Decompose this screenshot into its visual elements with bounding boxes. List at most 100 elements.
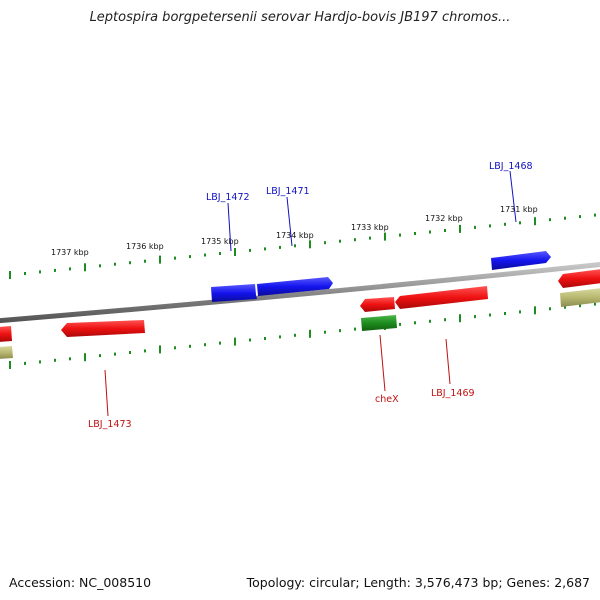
gene-right-edge-red[interactable] <box>558 269 600 288</box>
ruler-label: 1733 kbp <box>351 223 389 232</box>
minor-tick <box>504 312 506 315</box>
gene-lbj-1473[interactable] <box>61 320 145 337</box>
minor-tick <box>189 344 191 348</box>
callout-line <box>227 202 232 252</box>
minor-tick <box>594 302 596 306</box>
map-title: Leptospira borgpetersenii serovar Hardjo… <box>89 10 511 25</box>
minor-tick <box>54 268 56 272</box>
gene-label[interactable]: LBJ_1468 <box>489 161 533 172</box>
minor-tick <box>99 354 101 358</box>
minor-tick <box>69 357 71 361</box>
minor-tick <box>189 255 191 259</box>
minor-tick <box>519 221 521 225</box>
gene-lbj-1469[interactable] <box>395 286 488 309</box>
minor-tick <box>564 305 566 309</box>
minor-tick <box>414 232 416 235</box>
gene-label[interactable]: LBJ_1472 <box>206 192 250 203</box>
minor-tick <box>504 222 506 226</box>
major-tick <box>534 306 536 315</box>
minor-tick <box>474 315 476 319</box>
minor-tick <box>444 318 446 322</box>
minor-tick <box>114 262 116 266</box>
ruler-label: 1732 kbp <box>425 214 463 223</box>
gene-label[interactable]: cheX <box>375 394 399 405</box>
feature-right-edge-olive[interactable] <box>560 288 600 307</box>
feature-left-edge-olive[interactable] <box>0 346 13 359</box>
gene-lbj-1472[interactable] <box>211 284 257 302</box>
ruler-label: 1737 kbp <box>51 248 89 257</box>
minor-tick <box>549 218 551 222</box>
minor-tick <box>174 346 176 350</box>
gene-chex[interactable] <box>361 315 397 331</box>
minor-tick <box>174 256 176 260</box>
minor-tick <box>324 330 326 334</box>
minor-tick <box>369 236 371 240</box>
minor-tick <box>204 253 206 257</box>
gene-left-edge-red[interactable] <box>0 326 12 342</box>
major-tick <box>159 255 161 264</box>
minor-tick <box>219 341 221 345</box>
callout-line <box>286 196 293 247</box>
minor-tick <box>54 358 56 362</box>
minor-tick <box>354 327 356 331</box>
minor-tick <box>249 248 251 252</box>
minor-tick <box>324 241 326 245</box>
minor-tick <box>339 329 341 333</box>
minor-tick <box>444 229 446 232</box>
minor-tick <box>279 335 281 339</box>
upper-tick-track <box>9 213 596 279</box>
major-tick <box>234 248 236 256</box>
minor-tick <box>144 349 146 353</box>
minor-tick <box>399 233 401 237</box>
callout-line <box>445 338 451 385</box>
gene-chex-red[interactable] <box>360 297 395 312</box>
major-tick <box>459 314 461 323</box>
major-tick <box>309 240 311 249</box>
minor-tick <box>144 259 146 263</box>
major-tick <box>84 353 86 362</box>
minor-tick <box>39 270 41 274</box>
minor-tick <box>219 252 221 255</box>
minor-tick <box>99 264 101 268</box>
ruler-label: 1735 kbp <box>201 237 239 246</box>
callout-line <box>104 369 109 417</box>
minor-tick <box>264 247 266 251</box>
minor-tick <box>594 213 596 217</box>
major-tick <box>534 217 536 226</box>
minor-tick <box>579 304 581 308</box>
gene-label[interactable]: LBJ_1469 <box>431 388 475 399</box>
callout-line <box>509 170 517 223</box>
minor-tick <box>279 245 281 249</box>
accession-text: Accession: NC_008510 <box>9 575 152 590</box>
minor-tick <box>429 319 431 323</box>
major-tick <box>84 263 86 272</box>
minor-tick <box>24 272 26 275</box>
minor-tick <box>294 244 296 248</box>
minor-tick <box>399 322 401 326</box>
minor-tick <box>354 238 356 242</box>
major-tick <box>459 224 461 233</box>
major-tick <box>234 337 236 346</box>
minor-tick <box>489 224 491 228</box>
major-tick <box>9 271 11 279</box>
gene-label[interactable]: LBJ_1471 <box>266 186 310 197</box>
minor-tick <box>474 225 476 229</box>
major-tick <box>9 361 11 369</box>
gene-lbj-1471[interactable] <box>257 277 333 296</box>
minor-tick <box>564 216 566 220</box>
minor-tick <box>489 313 491 317</box>
minor-tick <box>204 343 206 347</box>
minor-tick <box>414 321 416 325</box>
callout-line <box>379 334 386 392</box>
minor-tick <box>579 215 581 219</box>
gene-label[interactable]: LBJ_1473 <box>88 419 132 430</box>
minor-tick <box>519 310 521 314</box>
major-tick <box>159 345 161 354</box>
major-tick <box>309 329 311 338</box>
ruler-label: 1731 kbp <box>500 205 538 214</box>
gene-lbj-1468[interactable] <box>491 251 551 270</box>
minor-tick <box>294 333 296 337</box>
minor-tick <box>129 261 131 265</box>
minor-tick <box>549 307 551 311</box>
